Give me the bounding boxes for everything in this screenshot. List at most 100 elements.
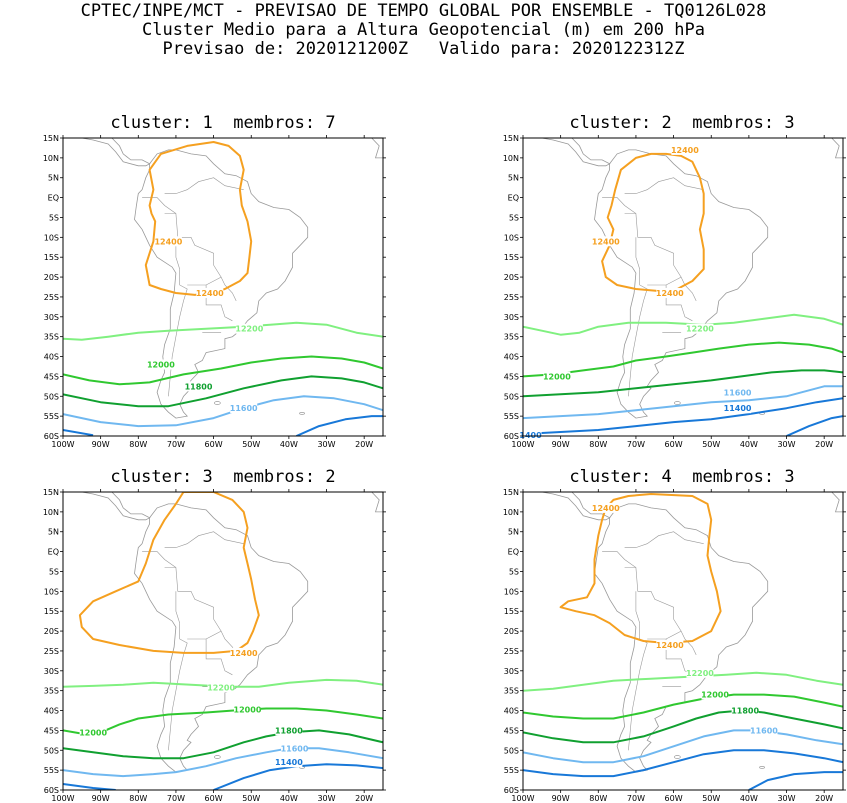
lat-label: 60S: [504, 786, 519, 795]
lat-label: 50S: [44, 746, 59, 755]
contour-label-bg: [724, 387, 752, 398]
country-border: [628, 269, 648, 397]
lat-label: 30S: [504, 667, 519, 676]
lat-label: 35S: [504, 333, 519, 342]
contour-label-bg: [230, 403, 258, 414]
lon-label: 40W: [280, 794, 298, 803]
lon-label: 70W: [167, 440, 185, 449]
plot-frame: [522, 491, 844, 791]
lat-label: 60S: [504, 432, 519, 441]
lat-label: 5N: [508, 528, 519, 537]
lat-label: 40S: [504, 707, 519, 716]
lon-label: 100W: [511, 440, 534, 449]
country-border: [175, 591, 180, 624]
lon-label: 60W: [205, 794, 223, 803]
lat-label: 20S: [504, 273, 519, 282]
contour-label: 12400: [656, 289, 684, 298]
lat-label: 15N: [503, 134, 519, 143]
lon-label: 80W: [589, 440, 607, 449]
contour-label-bg: [543, 371, 571, 382]
contour-12000: [63, 355, 383, 386]
country-border: [187, 276, 237, 302]
lon-label: 90W: [552, 440, 570, 449]
contour-label-bg: [281, 743, 309, 754]
south-america-coastline: [594, 149, 769, 419]
country-border: [164, 213, 222, 278]
contour-11400: [63, 429, 94, 436]
lat-label: 25S: [44, 293, 59, 302]
contour-label: 11800: [185, 382, 213, 391]
lat-label: 5N: [508, 174, 519, 183]
contour-12200: [523, 313, 843, 336]
contour-label-bg: [233, 704, 261, 715]
contour-label: 11600: [230, 404, 258, 413]
contour-label-bg: [519, 430, 542, 441]
lon-label: 50W: [242, 440, 260, 449]
lon-label: 90W: [92, 440, 110, 449]
lon-label: 100W: [51, 794, 74, 803]
lat-label: 10S: [504, 587, 519, 596]
contour-11600: [523, 729, 843, 764]
lat-label: 55S: [504, 412, 519, 421]
lat-label: 5S: [49, 567, 59, 576]
lat-label: 20S: [44, 627, 59, 636]
south-america-coastline: [134, 149, 309, 419]
lon-label: 50W: [702, 794, 720, 803]
lat-label: 40S: [504, 353, 519, 362]
contour-label-bg: [230, 647, 258, 658]
plot-frame: [62, 491, 384, 791]
lat-label: 55S: [504, 766, 519, 775]
contour-label-bg: [235, 323, 263, 334]
header-line-3: Previsao de: 2020121200Z Valido para: 20…: [162, 39, 685, 59]
lat-label: 15S: [504, 253, 519, 262]
lat-label: 5N: [48, 174, 59, 183]
central-america-coastline: [523, 492, 611, 521]
africa-coastline: [371, 138, 383, 159]
country-border: [168, 623, 188, 751]
lon-label: 30W: [317, 794, 335, 803]
contour-label: 12000: [79, 728, 107, 737]
header-line-1: CPTEC/INPE/MCT - PREVISAO DE TEMPO GLOBA…: [80, 1, 767, 21]
contour-label-bg: [207, 682, 235, 693]
lat-label: 10S: [504, 233, 519, 242]
lat-label: 15S: [504, 607, 519, 616]
country-border: [602, 551, 637, 568]
contour-label-bg: [686, 323, 714, 334]
contour-label: 11600: [281, 744, 309, 753]
lat-label: 20S: [44, 273, 59, 282]
contour-label: 12200: [207, 683, 235, 692]
contour-11400: [748, 771, 843, 790]
lon-label: 80W: [589, 794, 607, 803]
contour-label: 12400: [230, 649, 258, 658]
contour-label: 12000: [701, 691, 729, 700]
lat-label: 45S: [44, 372, 59, 381]
contour-label-bg: [147, 359, 175, 370]
lat-label: 60S: [44, 786, 59, 795]
contour-11800: [523, 709, 843, 744]
lon-label: 40W: [280, 440, 298, 449]
lat-label: 15S: [44, 253, 59, 262]
lat-label: 50S: [504, 392, 519, 401]
africa-coastline: [371, 492, 383, 513]
country-border: [602, 197, 637, 214]
central-america-coastline: [523, 138, 611, 167]
contour-label-bg: [592, 236, 620, 247]
lon-label: 60W: [665, 440, 683, 449]
lat-label: 10N: [503, 154, 519, 163]
country-border: [164, 567, 222, 632]
lon-label: 90W: [552, 794, 570, 803]
lat-label: 5N: [48, 528, 59, 537]
country-border: [142, 197, 177, 214]
falkland-islands: [214, 401, 221, 405]
south-america-coastline: [594, 503, 769, 773]
contour-11800: [63, 729, 383, 760]
contour-label: 11400: [275, 758, 303, 767]
lon-label: 50W: [242, 794, 260, 803]
south-georgia-island: [299, 412, 305, 415]
contour-label-bg: [196, 287, 224, 298]
lat-label: 15N: [503, 488, 519, 497]
contour-label: 11600: [750, 726, 778, 735]
lat-label: 35S: [44, 333, 59, 342]
lon-label: 30W: [777, 794, 795, 803]
